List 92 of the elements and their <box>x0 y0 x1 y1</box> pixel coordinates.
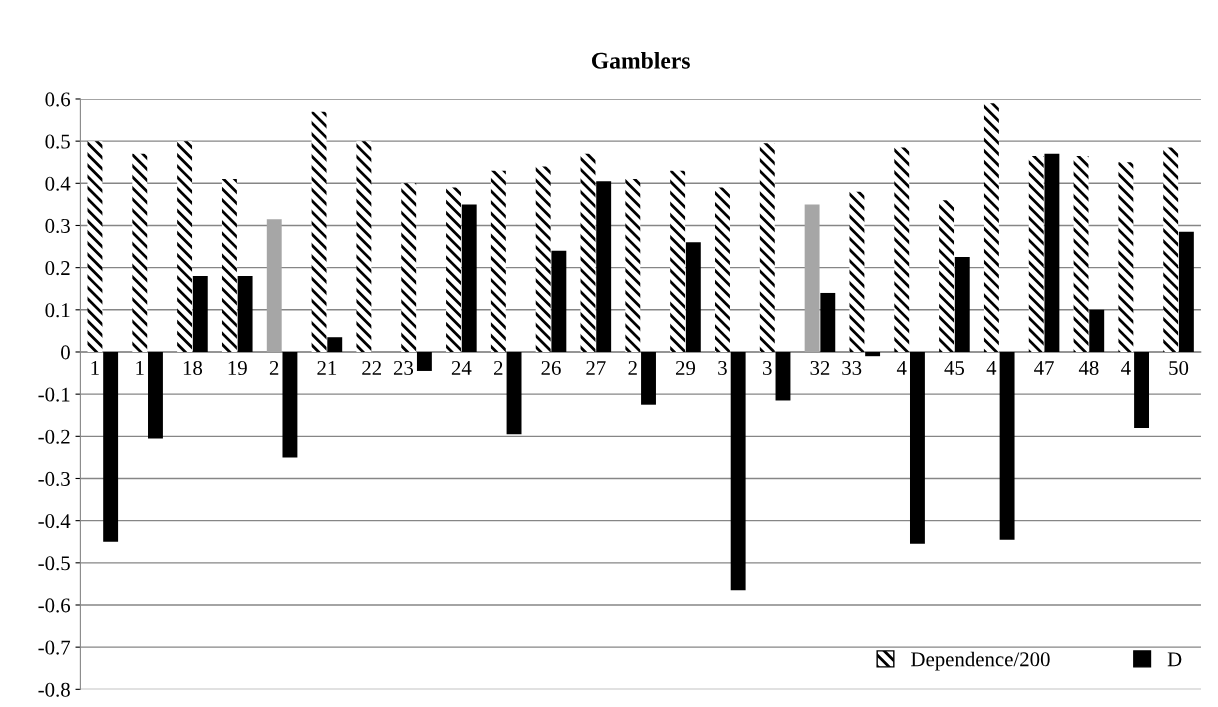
chart-title: Gamblers <box>591 52 690 69</box>
bar <box>87 141 103 352</box>
bar <box>1118 162 1134 352</box>
x-tick-label: 27 <box>586 360 606 375</box>
x-tick-label: 33 <box>842 360 862 375</box>
bar <box>849 191 865 352</box>
bar <box>641 351 656 405</box>
y-tick-label: 0.3 <box>45 218 70 234</box>
bar <box>1134 351 1150 428</box>
bar <box>804 204 820 352</box>
bar <box>535 166 551 352</box>
x-tick-label: 3 <box>718 360 727 375</box>
bar <box>416 351 432 371</box>
bar <box>446 187 461 352</box>
x-tick-label: 2 <box>628 360 637 375</box>
y-tick-label: -0.4 <box>38 514 71 529</box>
y-tick-label: 0.2 <box>45 261 70 276</box>
y-tick-label: 0.1 <box>45 303 70 318</box>
x-tick-label: 3 <box>763 360 772 375</box>
bar <box>506 351 522 435</box>
bar <box>983 103 999 352</box>
x-tick-label: 18 <box>183 360 203 375</box>
bar <box>551 250 567 352</box>
y-tick-label: 0.6 <box>45 92 71 107</box>
bar <box>177 141 193 352</box>
bar <box>1089 309 1105 352</box>
bar <box>685 242 701 352</box>
bar <box>311 111 327 352</box>
legend-label: Dependence/200 <box>911 651 1050 671</box>
x-tick-label: 21 <box>317 360 337 375</box>
x-tick-label: 26 <box>541 360 561 375</box>
y-tick-label: -0.7 <box>38 640 71 655</box>
y-tick-label: -0.5 <box>38 556 70 571</box>
bar <box>401 183 417 352</box>
bar <box>461 204 477 352</box>
x-tick-label: 48 <box>1078 360 1099 375</box>
bar <box>730 351 746 591</box>
x-tick-label: 45 <box>944 361 965 375</box>
y-tick-label: 0 <box>61 345 70 360</box>
y-tick-label: 0.4 <box>45 176 71 191</box>
bar <box>894 147 910 352</box>
bar <box>759 143 775 352</box>
bar <box>266 219 282 352</box>
bar <box>820 292 836 352</box>
bar <box>775 351 791 401</box>
bar <box>327 337 343 352</box>
y-tick-label: -0.6 <box>38 598 71 613</box>
bar <box>625 179 641 352</box>
bar <box>282 351 298 458</box>
bar <box>192 276 208 352</box>
bar <box>1163 147 1179 352</box>
bar <box>1178 231 1194 352</box>
bar <box>999 351 1015 540</box>
bar <box>490 170 506 352</box>
legend-label: D <box>1167 652 1182 667</box>
x-tick-label: 47 <box>1034 361 1054 375</box>
bar <box>103 351 119 542</box>
bar <box>715 187 730 352</box>
bar <box>1073 155 1089 352</box>
bar <box>865 351 881 357</box>
bar <box>356 141 372 352</box>
y-tick-label: -0.8 <box>38 682 70 697</box>
x-tick-label: 29 <box>675 360 696 375</box>
x-tick-label: 19 <box>228 360 247 375</box>
x-tick-label: 24 <box>451 360 472 375</box>
bar <box>909 351 925 544</box>
x-tick-label: 22 <box>362 360 381 375</box>
x-tick-label: 1 <box>91 361 99 375</box>
y-tick-label: 0.5 <box>45 134 70 149</box>
bar <box>1028 155 1044 352</box>
y-tick-label: -0.3 <box>38 471 70 487</box>
bar <box>132 153 148 352</box>
x-tick-label: 23 <box>393 360 414 375</box>
x-tick-label: 4 <box>986 361 997 375</box>
bar <box>148 351 163 439</box>
y-tick-label: -0.1 <box>38 387 70 402</box>
x-tick-label: 4 <box>1121 361 1131 375</box>
x-tick-label: 1 <box>136 361 144 375</box>
bar <box>1044 153 1060 352</box>
x-tick-label: 50 <box>1169 360 1189 375</box>
bar <box>939 200 955 352</box>
bar <box>596 181 612 352</box>
bar <box>237 276 253 352</box>
x-tick-label: 32 <box>810 360 830 375</box>
x-tick-label: 4 <box>896 361 907 375</box>
y-tick-label: -0.2 <box>38 429 70 444</box>
bar <box>221 179 237 352</box>
x-tick-label: 2 <box>494 360 503 375</box>
bar <box>670 170 686 352</box>
bar <box>580 153 596 352</box>
x-tick-label: 2 <box>269 360 279 375</box>
bar <box>954 257 970 352</box>
